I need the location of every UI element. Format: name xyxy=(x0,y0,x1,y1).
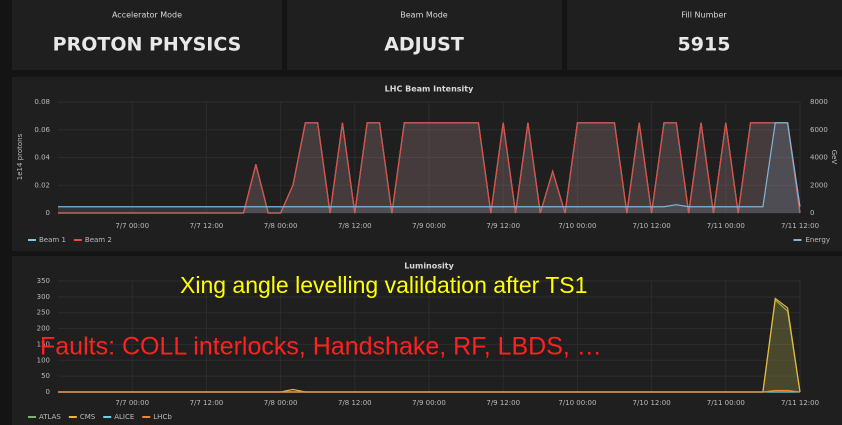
y-tick-label: 300 xyxy=(37,293,50,301)
panel-title: Fill Number xyxy=(681,11,727,20)
x-tick-label: 7/11 00:00 xyxy=(707,399,745,407)
panel-value: 5915 xyxy=(678,34,731,56)
series-line xyxy=(58,389,801,393)
legend-label: LHCb xyxy=(153,413,172,421)
panel-value: ADJUST xyxy=(384,34,464,56)
x-tick-label: 7/9 12:00 xyxy=(486,399,520,407)
legend-label: ATLAS xyxy=(39,413,61,421)
legend-label: Energy xyxy=(805,236,830,244)
y2-axis-label: GeV xyxy=(830,150,838,165)
x-tick-label: 7/10 00:00 xyxy=(558,222,596,230)
y-tick-label: 100 xyxy=(37,356,50,364)
y-tick-label: 150 xyxy=(37,340,50,348)
y-tick-label: 0.06 xyxy=(34,126,50,134)
panel xyxy=(12,77,842,251)
x-tick-label: 7/10 12:00 xyxy=(633,222,671,230)
legend-label: ALICE xyxy=(114,413,134,421)
annotation: Xing angle levelling valildation after T… xyxy=(180,272,587,298)
panel xyxy=(567,0,842,70)
y2-tick-label: 6000 xyxy=(810,126,828,134)
panel xyxy=(12,256,842,425)
x-tick-label: 7/8 12:00 xyxy=(338,399,372,407)
series-line xyxy=(58,122,801,214)
y-tick-label: 0 xyxy=(46,209,50,217)
legend-label: CMS xyxy=(80,413,96,421)
y-tick-label: 0.02 xyxy=(34,181,50,189)
legend-label: Beam 1 xyxy=(39,236,66,244)
y2-tick-label: 0 xyxy=(810,209,814,217)
y2-tick-label: 2000 xyxy=(810,181,828,189)
panel-title: Beam Mode xyxy=(400,11,448,20)
x-tick-label: 7/7 00:00 xyxy=(115,399,149,407)
y-tick-label: 0 xyxy=(46,388,50,396)
panel-title: Accelerator Mode xyxy=(112,11,182,20)
y-tick-label: 250 xyxy=(37,309,50,317)
y-axis-label: 1e14 protons xyxy=(16,133,24,180)
y-tick-label: 0.04 xyxy=(34,154,50,162)
y-tick-label: 0.08 xyxy=(34,98,50,106)
x-tick-label: 7/8 12:00 xyxy=(338,222,372,230)
x-tick-label: 7/7 00:00 xyxy=(115,222,149,230)
series-area xyxy=(58,122,800,213)
x-tick-label: 7/10 00:00 xyxy=(558,399,596,407)
x-tick-label: 7/10 12:00 xyxy=(633,399,671,407)
x-tick-label: 7/9 12:00 xyxy=(486,222,520,230)
y2-tick-label: 4000 xyxy=(810,154,828,162)
annotation: Faults: COLL interlocks, Handshake, RF, … xyxy=(40,333,602,361)
panel-value: PROTON PHYSICS xyxy=(53,34,242,56)
y2-tick-label: 8000 xyxy=(810,98,828,106)
x-tick-label: 7/7 12:00 xyxy=(190,399,224,407)
x-tick-label: 7/9 00:00 xyxy=(412,222,446,230)
y-tick-label: 200 xyxy=(37,325,50,333)
y-tick-label: 50 xyxy=(41,372,50,380)
x-tick-label: 7/11 12:00 xyxy=(781,399,819,407)
x-tick-label: 7/8 00:00 xyxy=(264,222,298,230)
x-tick-label: 7/7 12:00 xyxy=(190,222,224,230)
panel xyxy=(12,0,282,70)
legend-label: Beam 2 xyxy=(85,236,112,244)
series-line xyxy=(58,122,801,208)
chart-title: LHC Beam Intensity xyxy=(385,85,474,94)
x-tick-label: 7/11 00:00 xyxy=(707,222,745,230)
x-tick-label: 7/11 12:00 xyxy=(781,222,819,230)
y-tick-label: 350 xyxy=(37,277,50,285)
x-tick-label: 7/9 00:00 xyxy=(412,399,446,407)
series-area xyxy=(58,122,800,213)
chart-title: Luminosity xyxy=(404,262,454,271)
panel xyxy=(287,0,562,70)
x-tick-label: 7/8 00:00 xyxy=(264,399,298,407)
